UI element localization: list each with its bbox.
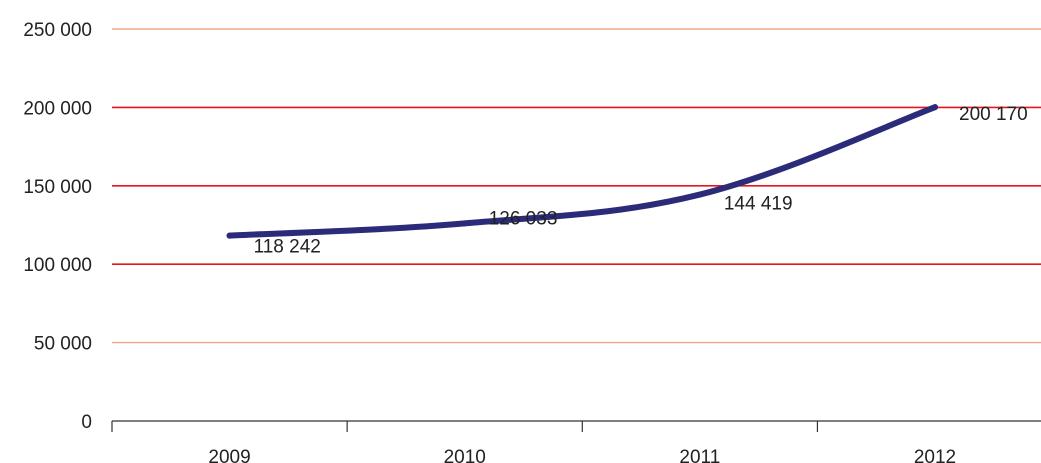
x-tick-label: 2011 [679, 447, 720, 463]
data-label-2010: 126 033 [489, 208, 558, 229]
data-label-2011: 144 419 [724, 194, 793, 215]
y-tick-label: 100 000 [23, 255, 92, 276]
y-axis-tick-labels: 0 50 000 100 000 150 000 200 000 250 000 [23, 20, 92, 433]
data-point-2011 [696, 191, 703, 198]
data-point-2009 [226, 232, 233, 239]
x-axis-tick-labels: 2009 2010 2011 2012 [208, 447, 956, 463]
y-tick-label: 200 000 [23, 98, 92, 119]
y-tick-label: 250 000 [23, 20, 92, 41]
x-tick-label: 2012 [914, 447, 956, 463]
y-tick-label: 0 [81, 412, 92, 433]
x-axis [111, 420, 1041, 432]
series [226, 104, 938, 239]
data-label-2012: 200 170 [959, 104, 1028, 125]
x-tick-label: 2009 [208, 447, 250, 463]
series-line [226, 104, 938, 239]
y-tick-label: 50 000 [34, 334, 92, 355]
x-tick-label: 2010 [444, 447, 486, 463]
data-label-2009: 118 242 [254, 237, 321, 258]
data-labels: 118 242 126 033 144 419 200 170 [254, 104, 1028, 257]
data-point-2010 [461, 220, 468, 227]
y-tick-label: 150 000 [23, 177, 92, 198]
data-point-2012 [932, 104, 938, 111]
gridlines [112, 28, 1041, 344]
